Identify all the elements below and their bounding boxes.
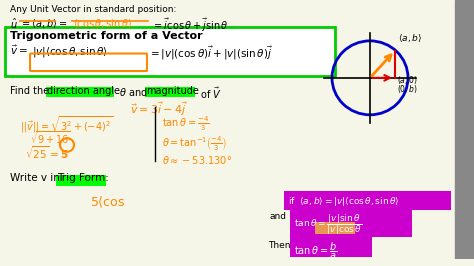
Text: $\sqrt{9+16}$: $\sqrt{9+16}$ (30, 130, 71, 146)
Bar (455, 0, 474, 259)
Text: Write v in: Write v in (10, 173, 63, 183)
Text: $\tan\theta = \dfrac{b}{a}$: $\tan\theta = \dfrac{b}{a}$ (294, 241, 337, 262)
Text: $\sqrt{25} = \mathbf{5}$: $\sqrt{25} = \mathbf{5}$ (25, 144, 69, 161)
Text: magnitude: magnitude (146, 86, 199, 95)
Text: $= \langle a,b \rangle = $: $= \langle a,b \rangle = $ (20, 16, 68, 30)
Text: $\theta \approx -53.130°$: $\theta \approx -53.130°$ (162, 154, 232, 166)
Text: and: and (270, 212, 287, 221)
FancyBboxPatch shape (46, 87, 114, 97)
FancyBboxPatch shape (56, 175, 106, 186)
Text: Trig Form:: Trig Form: (57, 173, 109, 183)
Text: $\tan\theta = \dfrac{|v|\sin\theta}{|v|\cos\theta}$: $\tan\theta = \dfrac{|v|\sin\theta}{|v|\… (294, 212, 362, 237)
Text: $\hat{u}$: $\hat{u}$ (10, 16, 18, 31)
FancyBboxPatch shape (290, 234, 372, 257)
Text: Any Unit Vector in standard position:: Any Unit Vector in standard position: (10, 5, 176, 14)
Text: Then: Then (268, 241, 291, 250)
Text: $\theta$ and: $\theta$ and (116, 86, 148, 98)
FancyBboxPatch shape (315, 222, 355, 234)
Text: $(0,b)$: $(0,b)$ (397, 83, 418, 95)
Text: $5\langle\cos$: $5\langle\cos$ (90, 195, 125, 210)
Text: $\tan\theta = \frac{-4}{3}$: $\tan\theta = \frac{-4}{3}$ (162, 115, 210, 133)
Text: $||\vec{v}|| = \sqrt{3^2+(-4)^2}$: $||\vec{v}|| = \sqrt{3^2+(-4)^2}$ (20, 115, 113, 135)
Text: $= \vec{i}\cos\theta + \vec{j}\sin\theta$: $= \vec{i}\cos\theta + \vec{j}\sin\theta… (152, 16, 228, 34)
Text: $\langle a,b \rangle$: $\langle a,b \rangle$ (398, 33, 422, 44)
Text: $\vec{v} = $: $\vec{v} = $ (10, 44, 28, 57)
FancyBboxPatch shape (5, 27, 335, 76)
Text: $\vec{v} = 3\vec{i} - 4\vec{j}$: $\vec{v} = 3\vec{i} - 4\vec{j}$ (130, 100, 188, 118)
Text: $(a,0)$: $(a,0)$ (397, 74, 418, 86)
Text: $\theta = \tan^{-1}\!\left(\frac{-4}{3}\right)$: $\theta = \tan^{-1}\!\left(\frac{-4}{3}\… (162, 134, 228, 152)
Text: if  $\langle a,b\rangle = |v|\langle\cos\theta,\sin\theta\rangle$: if $\langle a,b\rangle = |v|\langle\cos\… (288, 195, 400, 207)
FancyBboxPatch shape (284, 191, 451, 210)
Text: Find the: Find the (10, 86, 52, 95)
Text: Trigonometric form of a Vector: Trigonometric form of a Vector (10, 31, 202, 41)
Text: direction angle: direction angle (47, 86, 120, 95)
Text: of $\vec{V}$: of $\vec{V}$ (197, 86, 222, 101)
FancyBboxPatch shape (145, 87, 195, 97)
Text: $|v|\langle\cos\theta,\sin\theta\rangle$: $|v|\langle\cos\theta,\sin\theta\rangle$ (32, 45, 108, 59)
Text: $\langle\cos\theta,\sin\theta\rangle$: $\langle\cos\theta,\sin\theta\rangle$ (73, 16, 132, 30)
FancyBboxPatch shape (290, 206, 412, 238)
Text: $= |v|(\cos\theta)\vec{i} + |v|(\sin\theta)\vec{j}$: $= |v|(\cos\theta)\vec{i} + |v|(\sin\the… (148, 45, 273, 62)
